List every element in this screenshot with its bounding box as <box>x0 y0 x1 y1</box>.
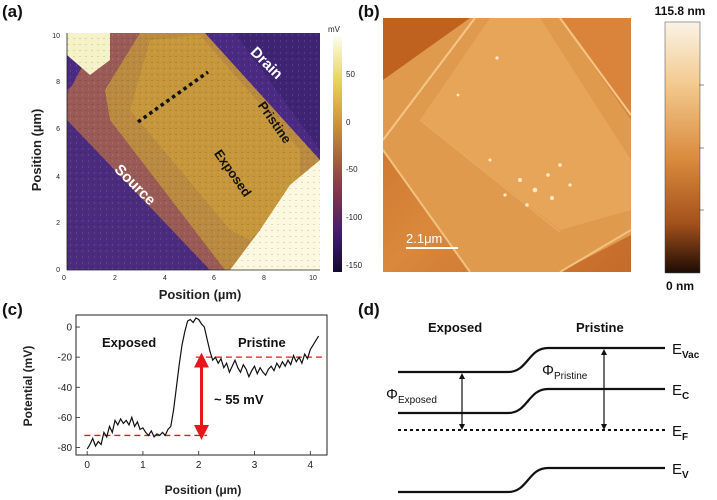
panel-b-label: (b) <box>358 2 380 21</box>
phi-exposed-label: ΦExposed <box>386 386 437 406</box>
c-xtick-label: 0 <box>84 460 90 471</box>
afm-topography: 2.1μm <box>383 18 631 272</box>
level-sub: Vac <box>682 350 700 361</box>
c-xlabel: Position (μm) <box>165 483 242 497</box>
c-xtick-label: 2 <box>196 460 202 471</box>
potential-profile-line <box>86 317 320 450</box>
line-cut-marker <box>136 70 210 124</box>
d-pristine-label: Pristine <box>576 320 624 335</box>
a-xlabel: Position (µm) <box>159 287 242 302</box>
panel-d-label: (d) <box>358 300 380 319</box>
c-xtick-label: 4 <box>307 460 313 471</box>
cbar-tick: 0 <box>346 118 351 127</box>
c-pristine-label: Pristine <box>238 335 286 350</box>
conduction-band-line <box>398 387 665 415</box>
cbar-tick: -150 <box>346 261 363 270</box>
c-ytick-label: -80 <box>58 443 73 454</box>
d-exposed-label: Exposed <box>428 320 482 335</box>
cbar-tick: -50 <box>346 165 358 174</box>
afm-cbar-min: 0 nm <box>666 279 694 293</box>
a-ytick: 4 <box>56 174 60 181</box>
level-label-c: EC <box>672 382 689 402</box>
c-ytick-label: -60 <box>58 413 73 424</box>
a-ylabel: Position (µm) <box>29 109 44 192</box>
a-xtick: 2 <box>113 275 117 282</box>
phi-pristine-symbol: Φ <box>542 362 554 379</box>
afm-colorbar: 115.8 nm 0 nm <box>655 4 706 293</box>
panel-c-label: (c) <box>2 300 23 319</box>
level-main: E <box>672 341 682 358</box>
level-label-f: EF <box>672 423 688 443</box>
cbar-tick: -100 <box>346 213 363 222</box>
cbar-tick: 50 <box>346 70 355 79</box>
phi-exposed-symbol: Φ <box>386 386 398 403</box>
level-main: E <box>672 461 682 478</box>
kpfm-colorbar: mV 50 0 -50 -100 -150 <box>328 25 363 272</box>
level-label-vac: EVac <box>672 341 700 361</box>
c-ylabel: Potential (mV) <box>21 346 35 427</box>
kpfm-map: Drain Source Pristine Exposed 0 2 4 6 8 … <box>29 33 320 302</box>
a-xtick: 8 <box>262 275 266 282</box>
level-sub: F <box>682 432 688 443</box>
c-ytick-label: -20 <box>58 353 73 364</box>
a-xtick: 10 <box>309 275 317 282</box>
a-ytick: 0 <box>56 267 60 274</box>
valence-band-line <box>398 466 665 494</box>
a-xtick: 4 <box>163 275 167 282</box>
a-xtick: 0 <box>62 275 66 282</box>
phi-pristine-subscript: Pristine <box>554 371 588 382</box>
afm-cbar-max: 115.8 nm <box>655 4 706 18</box>
band-diagram: Exposed Pristine ΦExposed ΦPristine EVac… <box>386 320 700 494</box>
a-ytick: 8 <box>56 79 60 86</box>
level-main: E <box>672 423 682 440</box>
panel-a-label: (a) <box>2 2 23 21</box>
c-ytick-label: -40 <box>58 383 73 394</box>
level-label-v: EV <box>672 461 689 481</box>
delta-annotation: ~ 55 mV <box>214 392 264 407</box>
profile-chart: 0 1 2 3 4 0 -20 -40 -60 -80 Exposed Pristine ~ 55… <box>21 314 328 497</box>
c-plot-frame <box>75 314 328 456</box>
phi-exposed-subscript: Exposed <box>398 395 437 406</box>
level-sub: C <box>682 391 689 402</box>
colorbar-unit: mV <box>328 25 341 34</box>
c-xtick-label: 3 <box>252 460 258 471</box>
level-sub: V <box>682 470 689 481</box>
scalebar-label: 2.1μm <box>406 231 442 246</box>
a-ytick: 6 <box>56 126 60 133</box>
c-ytick-label: 0 <box>66 323 72 334</box>
a-ytick: 10 <box>52 33 60 40</box>
vacuum-level-line <box>398 346 665 374</box>
a-ytick: 2 <box>56 220 60 227</box>
level-main: E <box>672 382 682 399</box>
c-xtick-label: 1 <box>140 460 146 471</box>
a-xtick: 6 <box>212 275 216 282</box>
c-exposed-label: Exposed <box>102 335 156 350</box>
phi-pristine-label: ΦPristine <box>542 362 588 382</box>
